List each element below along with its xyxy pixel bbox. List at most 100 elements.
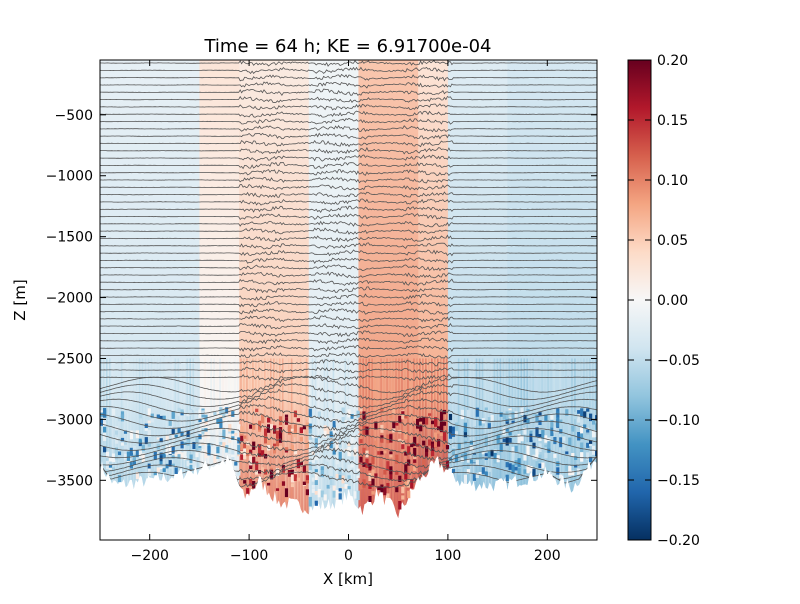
bottom-cell xyxy=(460,415,464,420)
bottom-cell xyxy=(565,451,569,455)
bottom-cell xyxy=(290,428,294,432)
bottom-cell xyxy=(413,436,417,446)
bottom-cell xyxy=(514,456,518,461)
field-streak xyxy=(386,358,388,519)
bottom-cell xyxy=(126,451,130,461)
bottom-cell xyxy=(103,417,107,426)
bottom-cell xyxy=(284,417,289,425)
field-streak xyxy=(305,358,308,519)
bottom-cell xyxy=(329,431,333,439)
bottom-cell xyxy=(264,453,268,459)
bottom-cell xyxy=(532,410,536,414)
bottom-cell xyxy=(362,479,366,488)
bottom-cell xyxy=(398,501,402,510)
bottom-cell xyxy=(439,411,444,422)
contour-line xyxy=(100,308,597,316)
bottom-cell xyxy=(353,439,357,448)
contour-line xyxy=(100,440,597,462)
field-streak xyxy=(419,358,421,519)
colorbar-tick-label: 0.05 xyxy=(657,233,688,249)
contour-line xyxy=(100,382,597,401)
field-streak xyxy=(100,358,102,519)
bottom-cell xyxy=(278,482,283,488)
bottom-cell xyxy=(195,452,199,458)
bottom-cell xyxy=(171,434,175,441)
bottom-cell xyxy=(174,452,178,457)
bottom-cell xyxy=(431,443,435,451)
field-streak xyxy=(326,358,329,519)
bottom-cell xyxy=(422,440,426,446)
bottom-cell xyxy=(595,450,597,457)
field-streak xyxy=(407,358,409,519)
bottom-cell xyxy=(413,448,417,456)
bottom-cell xyxy=(484,407,488,411)
bottom-cell xyxy=(147,420,151,424)
bottom-cell xyxy=(213,453,217,463)
field-streak xyxy=(589,358,591,519)
bottom-cell xyxy=(389,466,393,475)
bottom-cell xyxy=(299,437,303,442)
field-streak xyxy=(571,358,573,519)
bottom-cell xyxy=(547,431,551,439)
bottom-cell xyxy=(278,427,283,435)
bottom-cell xyxy=(338,472,342,479)
field-streak xyxy=(532,358,534,519)
bottom-cell xyxy=(213,412,217,416)
bottom-cell xyxy=(589,456,593,463)
field-column xyxy=(199,60,240,519)
bottom-cell xyxy=(460,441,464,452)
bottom-cell xyxy=(243,443,247,450)
bottom-cell xyxy=(553,454,557,458)
bottom-cell xyxy=(571,470,575,476)
bottom-cell xyxy=(380,484,384,493)
bottom-cell xyxy=(538,454,542,463)
field-streak xyxy=(302,358,305,519)
bottom-cell xyxy=(574,456,578,460)
bottom-cell xyxy=(338,450,342,461)
bottom-cell xyxy=(362,447,366,454)
bottom-cell xyxy=(222,429,226,440)
bottom-cell xyxy=(261,467,265,473)
bottom-cell xyxy=(508,438,512,443)
bottom-cell xyxy=(538,438,542,441)
bottom-cell xyxy=(347,411,351,416)
bottom-cell xyxy=(523,427,527,435)
bottom-cell xyxy=(314,456,318,461)
bottom-cell xyxy=(535,427,539,437)
bottom-cell xyxy=(234,461,238,466)
bottom-cell xyxy=(240,444,244,451)
bottom-cells-layer xyxy=(100,407,597,510)
bottom-cell xyxy=(329,437,333,442)
bottom-cell xyxy=(120,411,125,418)
bottom-cell xyxy=(511,411,515,420)
bottom-cell xyxy=(401,495,405,500)
field-streak xyxy=(261,358,263,519)
field-streak xyxy=(290,358,293,519)
contour-line xyxy=(100,183,597,191)
field-streak xyxy=(314,358,317,519)
bottom-cell xyxy=(389,451,393,455)
bottom-cell xyxy=(159,466,163,470)
bottom-cell xyxy=(246,445,250,454)
bottom-cell xyxy=(347,442,351,447)
bottom-cell xyxy=(156,414,160,419)
bottom-cell xyxy=(419,424,423,432)
bottom-cell xyxy=(129,430,133,440)
contour-line xyxy=(100,388,597,409)
bottom-cell xyxy=(213,449,217,455)
field-streak xyxy=(323,358,326,519)
bottom-cell xyxy=(484,457,488,460)
bottom-cell xyxy=(114,430,119,435)
bottom-cell xyxy=(249,478,253,487)
field-streak xyxy=(487,358,490,519)
colorbar-tick-label: −0.20 xyxy=(657,533,700,549)
contour-line xyxy=(100,315,597,323)
bottom-cell xyxy=(463,468,467,476)
bottom-cell xyxy=(267,417,271,423)
bottom-cell xyxy=(326,426,330,435)
contour-line xyxy=(100,227,597,235)
field-streak xyxy=(410,358,412,519)
bottom-cell xyxy=(535,449,539,459)
bottom-cell xyxy=(404,430,408,440)
bottom-cell xyxy=(502,413,506,420)
